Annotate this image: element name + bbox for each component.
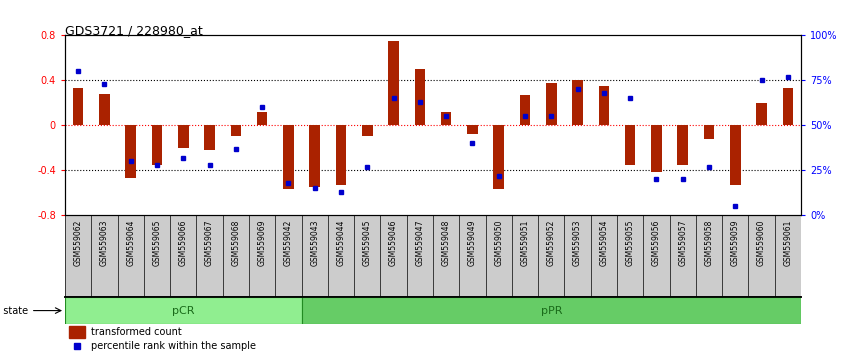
Text: GSM559047: GSM559047: [416, 219, 424, 266]
Bar: [283, 125, 294, 189]
Bar: [441, 112, 451, 125]
Text: percentile rank within the sample: percentile rank within the sample: [91, 341, 255, 351]
Bar: [388, 41, 399, 125]
Bar: [677, 125, 688, 165]
Bar: [152, 125, 162, 165]
Bar: [415, 69, 425, 125]
Text: GSM559046: GSM559046: [389, 219, 398, 266]
Text: GSM559061: GSM559061: [784, 219, 792, 266]
Text: GSM559049: GSM559049: [468, 219, 477, 266]
Text: GSM559056: GSM559056: [652, 219, 661, 266]
Bar: [204, 125, 215, 150]
Bar: [336, 125, 346, 185]
Text: GSM559054: GSM559054: [599, 219, 609, 266]
Text: pPR: pPR: [540, 306, 562, 315]
Bar: [65, 297, 301, 325]
Bar: [625, 125, 636, 165]
Bar: [309, 125, 320, 187]
Text: GSM559043: GSM559043: [310, 219, 320, 266]
Bar: [99, 94, 110, 125]
Bar: [730, 125, 740, 185]
Bar: [520, 95, 530, 125]
Text: GSM559053: GSM559053: [573, 219, 582, 266]
Bar: [257, 112, 268, 125]
Bar: [494, 125, 504, 189]
Text: GSM559060: GSM559060: [757, 219, 766, 266]
Text: GSM559067: GSM559067: [205, 219, 214, 266]
Bar: [230, 125, 241, 136]
Bar: [126, 125, 136, 178]
Text: GSM559064: GSM559064: [126, 219, 135, 266]
Text: GSM559048: GSM559048: [442, 219, 450, 266]
Text: GSM559059: GSM559059: [731, 219, 740, 266]
Bar: [598, 86, 609, 125]
Text: GSM559058: GSM559058: [705, 219, 714, 266]
Text: pCR: pCR: [172, 306, 195, 315]
Text: GSM559066: GSM559066: [178, 219, 188, 266]
Bar: [68, 326, 85, 338]
Bar: [783, 88, 793, 125]
Text: disease state: disease state: [0, 306, 28, 315]
Text: GSM559045: GSM559045: [363, 219, 372, 266]
Bar: [362, 125, 372, 136]
Text: GSM559057: GSM559057: [678, 219, 688, 266]
Bar: [572, 80, 583, 125]
Text: GSM559063: GSM559063: [100, 219, 109, 266]
Bar: [73, 88, 83, 125]
Bar: [301, 297, 801, 325]
Text: GSM559044: GSM559044: [337, 219, 346, 266]
Text: GSM559052: GSM559052: [546, 219, 556, 266]
Text: GSM559068: GSM559068: [231, 219, 241, 266]
Text: GSM559042: GSM559042: [284, 219, 293, 266]
Text: transformed count: transformed count: [91, 327, 182, 337]
Bar: [178, 125, 189, 148]
Text: GSM559065: GSM559065: [152, 219, 161, 266]
Text: GDS3721 / 228980_at: GDS3721 / 228980_at: [65, 24, 203, 36]
Bar: [756, 103, 767, 125]
Text: GSM559051: GSM559051: [520, 219, 529, 266]
Text: GSM559062: GSM559062: [74, 219, 82, 266]
Bar: [704, 125, 714, 139]
Bar: [467, 125, 478, 134]
Text: GSM559069: GSM559069: [257, 219, 267, 266]
Text: GSM559050: GSM559050: [494, 219, 503, 266]
Text: GSM559055: GSM559055: [625, 219, 635, 266]
Bar: [546, 82, 557, 125]
Bar: [651, 125, 662, 172]
